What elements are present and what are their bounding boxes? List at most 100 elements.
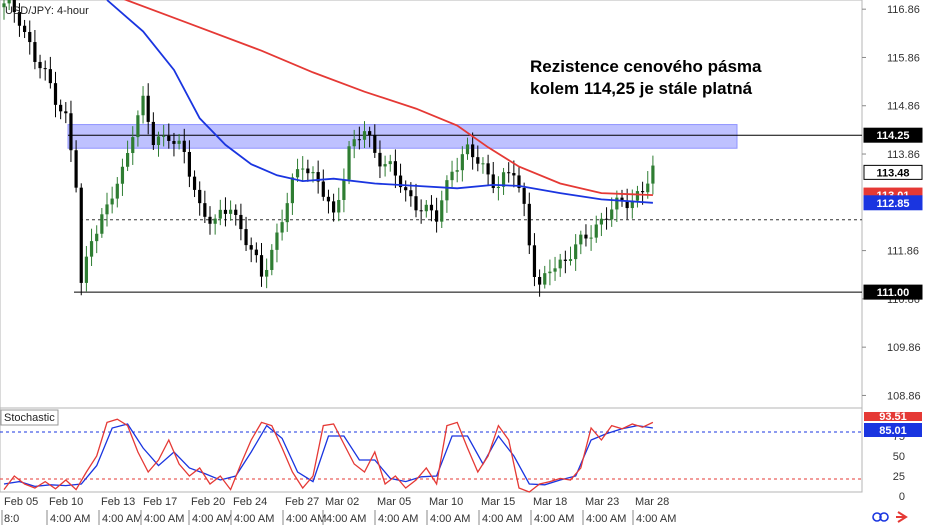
candle-body: [604, 218, 609, 220]
link-icon[interactable]: [872, 512, 889, 522]
price-tick-label: 111.86: [887, 246, 919, 258]
candle: [7, 0, 11, 11]
candle-body: [126, 153, 130, 167]
candle: [187, 140, 191, 188]
candle-body: [625, 200, 629, 209]
candle-body: [342, 179, 346, 200]
date-axis: Feb 05 Feb 10 Feb 13 Feb 17 Feb 20 Feb 24 Feb …: [4, 496, 669, 508]
candle-body: [182, 140, 186, 152]
candle: [89, 228, 94, 267]
candle-body: [254, 249, 258, 256]
price-tag-box: [863, 284, 923, 300]
candle-body: [332, 201, 336, 213]
price-tag-box: [863, 164, 923, 180]
candle-body: [476, 157, 480, 164]
candle: [450, 160, 454, 188]
price-tag-label: 114.25: [876, 130, 909, 142]
price-tag-label: 113.48: [876, 167, 909, 179]
candle-body: [337, 199, 341, 213]
candle-body: [131, 137, 135, 154]
time-label: 4:00 AM: [430, 513, 470, 525]
candle: [192, 170, 197, 198]
candle-body: [641, 191, 645, 193]
candle: [326, 189, 331, 214]
candle: [563, 250, 567, 274]
candle: [527, 192, 531, 255]
candle-body: [213, 218, 217, 224]
candle-body: [383, 164, 387, 167]
candle: [280, 209, 284, 241]
candle: [28, 20, 32, 55]
candle-body: [481, 163, 485, 165]
candle: [352, 129, 356, 159]
candle: [17, 3, 22, 37]
candle: [110, 186, 114, 214]
candle-body: [486, 163, 490, 175]
candle: [635, 185, 640, 208]
candle-body: [187, 151, 191, 177]
candle: [435, 197, 439, 233]
candle: [398, 163, 403, 193]
candle: [584, 224, 588, 247]
candle: [332, 193, 336, 222]
candle-body: [496, 186, 500, 189]
candle: [532, 233, 537, 287]
candle-body: [306, 168, 310, 174]
arrow-icon[interactable]: [896, 511, 908, 523]
candle-body: [646, 183, 650, 193]
candle-body: [527, 203, 531, 246]
candle-body: [64, 111, 68, 114]
time-axis: 8:0 4:00 AM 4:00 AM 4:00 AM 4:00 AM 4:00 AM 4:…: [1, 510, 676, 525]
annotation-line-1: Rezistence cenového pásma: [530, 57, 762, 76]
time-label: 4:00 AM: [286, 513, 326, 525]
candle: [177, 133, 181, 150]
candle: [342, 168, 346, 213]
candle: [517, 166, 521, 193]
candle-body: [110, 198, 114, 205]
candle: [486, 154, 490, 187]
horizontal-lines: [68, 134, 862, 293]
candle: [244, 216, 248, 251]
price-tick-label: 109.86: [887, 342, 921, 354]
candle: [126, 140, 130, 172]
candle-body: [599, 218, 603, 225]
candle-body: [311, 172, 315, 174]
ma-blue-line: [106, 0, 653, 204]
candle: [38, 54, 42, 79]
price-panel: USD/JPY: 4-hour Rezistence cenového pásm…: [0, 0, 863, 409]
candle: [316, 160, 320, 194]
candle: [507, 162, 511, 183]
candle-body: [84, 256, 88, 283]
candle-body: [610, 209, 614, 220]
candle-body: [362, 131, 367, 140]
candle: [182, 128, 186, 164]
candle-body: [43, 68, 47, 70]
candle: [136, 110, 140, 147]
candle: [424, 200, 428, 218]
ma-red-line: [123, 0, 653, 196]
stochastic-value-tag-box: [864, 423, 922, 437]
candle-body: [295, 169, 300, 178]
stochastic-value-tag-label: 85.01: [879, 425, 907, 437]
candle-body: [208, 216, 212, 224]
candle-body: [558, 259, 562, 269]
time-label: 4:00 AM: [50, 513, 90, 525]
time-label: 4:00 AM: [482, 513, 522, 525]
time-label: 4:00 AM: [234, 513, 274, 525]
candle-body: [455, 170, 459, 172]
stochastic-upper-tag: 93.51: [864, 411, 922, 423]
candle-body: [229, 209, 233, 214]
candle: [162, 124, 166, 147]
date-label: Feb 10: [49, 496, 83, 508]
symbol-label: USD/JPY: 4-hour: [5, 5, 89, 17]
candle-body: [177, 140, 181, 144]
candle: [131, 126, 135, 165]
candle: [538, 269, 542, 297]
candle-body: [218, 209, 222, 219]
candle: [23, 19, 27, 39]
candle: [455, 157, 459, 183]
candle-body: [445, 180, 449, 201]
price-tag-114.25: 114.25: [863, 127, 923, 143]
